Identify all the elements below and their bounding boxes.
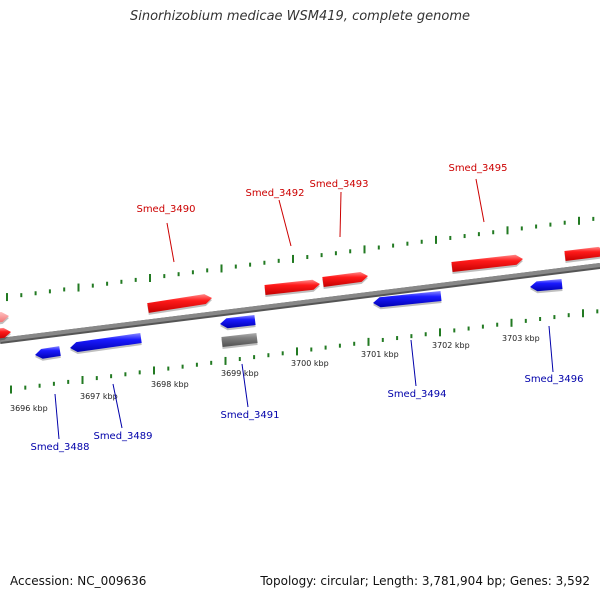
gene-label: Smed_3488 (30, 442, 89, 453)
gene-leader-line (112, 383, 123, 429)
kbp-tick-label: 3703 kbp (502, 334, 540, 343)
gene-label: Smed_3496 (524, 374, 583, 385)
gene-label: Smed_3489 (93, 431, 152, 442)
gene-label: Smed_3492 (245, 188, 304, 199)
gene-arrow (221, 333, 258, 347)
genome-backbone (0, 263, 600, 344)
page-title: Sinorhizobium medicae WSM419, complete g… (129, 9, 471, 24)
kbp-tick-label: 3698 kbp (151, 380, 189, 389)
gene-arrow-partial (0, 327, 11, 339)
gene-arrow (322, 272, 368, 287)
gene-label: Smed_3491 (220, 410, 279, 421)
gene-arrow (147, 294, 212, 313)
kbp-tick-label: 3697 kbp (80, 392, 118, 401)
gene-label: Smed_3493 (309, 179, 368, 190)
gene-arrow (220, 315, 256, 329)
gene-label: Smed_3490 (136, 204, 195, 215)
kbp-tick-label: 3701 kbp (361, 350, 399, 359)
gene-arrow (373, 291, 442, 308)
gene-arrow (451, 254, 523, 272)
gene-leader-line (166, 222, 175, 263)
gene-leader-line (410, 339, 417, 387)
gene-leader-line (475, 178, 485, 223)
kbp-tick-label: 3696 kbp (10, 404, 48, 413)
gene-arrow (35, 346, 61, 359)
gene-label: Smed_3494 (387, 389, 446, 400)
gene-arrow (564, 246, 600, 261)
gene-arrow (264, 279, 320, 295)
topology-text: Topology: circular; Length: 3,781,904 bp… (260, 574, 590, 588)
kbp-tick-label: 3699 kbp (221, 369, 259, 378)
gene-arrow (530, 279, 563, 292)
kbp-tick-label: 3702 kbp (432, 341, 470, 350)
gene-arrows (0, 246, 600, 361)
gene-leader-line (241, 363, 249, 408)
accession-text: Accession: NC_009636 (10, 574, 147, 588)
gene-label: Smed_3495 (448, 163, 507, 174)
gene-leader-line (339, 191, 342, 238)
gene-leader-line (278, 199, 292, 247)
gene-arrow-partial (0, 312, 9, 323)
kbp-tick-label: 3700 kbp (291, 359, 329, 368)
gene-leader-line (54, 393, 60, 440)
tick-marks: 3696 kbp 3697 kbp 3698 kbp 3699 kbp 3700 kbp… (6, 216, 599, 413)
gene-leader-line (548, 325, 554, 373)
gene-labels: Smed_3488 Smed_3489 Smed_3490 Smed_3491 Smed… (30, 163, 583, 453)
backbone-line (0, 263, 600, 342)
gene-arrow (70, 333, 142, 352)
